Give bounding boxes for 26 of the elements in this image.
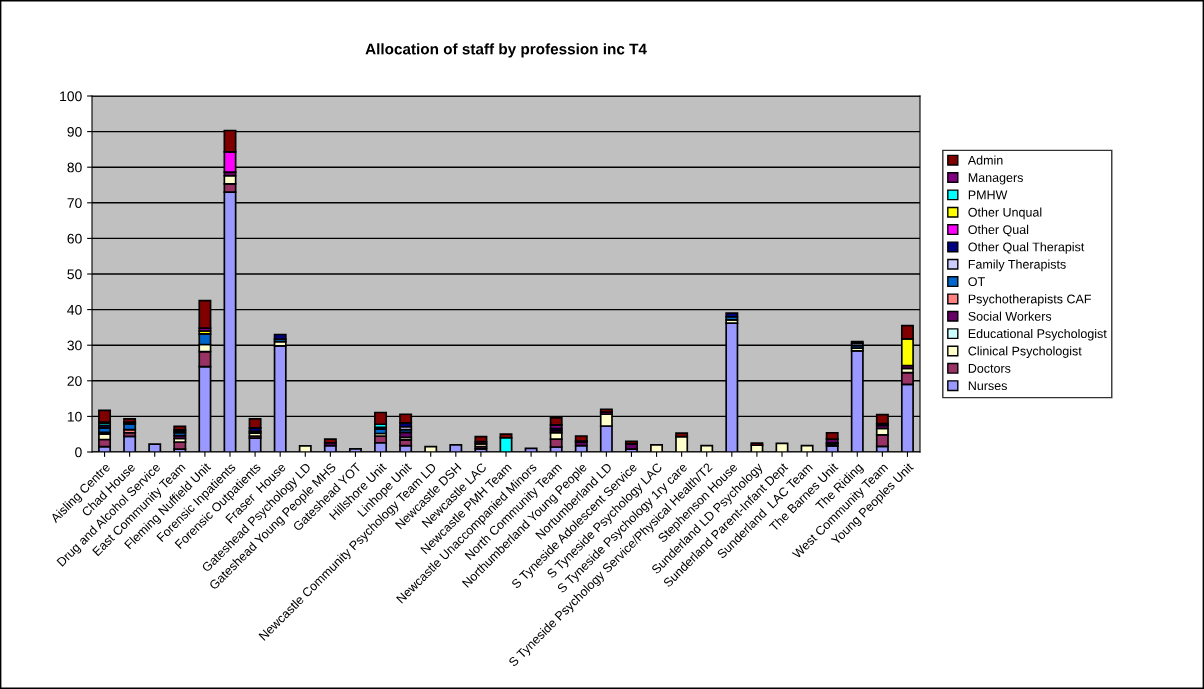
legend-label: Other Qual Therapist — [968, 242, 1085, 254]
y-tick-label: 20 — [67, 376, 82, 386]
legend-label: Nurses — [968, 381, 1007, 391]
y-tick-label: 50 — [67, 269, 82, 280]
y-tick-label: 100 — [60, 91, 82, 102]
legend-label: Doctors — [968, 364, 1011, 373]
y-tick-label: 60 — [67, 233, 82, 244]
legend-label: Other Unqual — [968, 207, 1042, 220]
legend-label: PMHW — [968, 190, 1008, 200]
legend-label: Family Therapists — [968, 259, 1066, 272]
y-tick-label: 80 — [67, 162, 82, 173]
legend-label: Other Qual — [968, 224, 1029, 237]
y-tick-label: 90 — [67, 126, 82, 137]
chart-title: Allocation of staff by profession inc T4 — [365, 43, 647, 58]
legend-label: Educational Psychologist — [968, 328, 1107, 341]
y-tick-label: 40 — [67, 304, 82, 315]
legend-label: Social Workers — [968, 311, 1052, 321]
y-tick-label: 70 — [67, 198, 82, 208]
y-tick-label: 10 — [67, 411, 82, 422]
legend-label: OT — [968, 277, 985, 287]
y-tick-label: 0 — [75, 447, 82, 458]
legend-label: Psychotherapists CAF — [968, 294, 1091, 306]
legend-label: Clinical Psychologist — [968, 346, 1082, 358]
y-tick-label: 30 — [67, 340, 82, 351]
legend-label: Managers — [968, 173, 1023, 185]
legend-label: Admin — [967, 155, 1003, 165]
